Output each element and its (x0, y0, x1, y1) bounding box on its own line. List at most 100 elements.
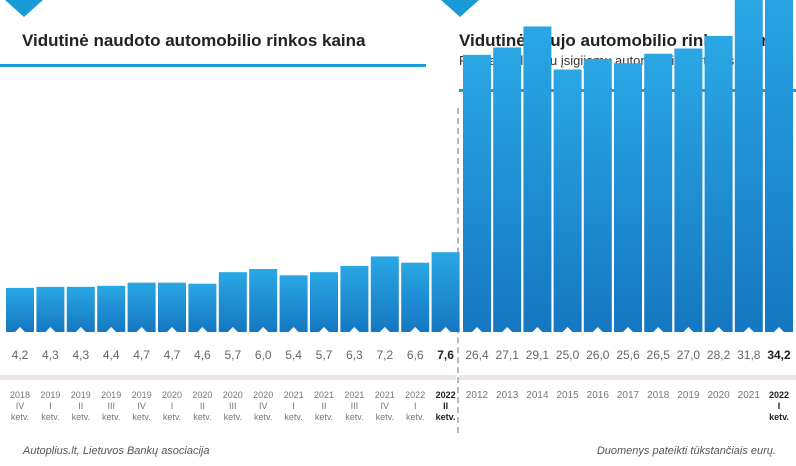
used-car-bar-notch (167, 327, 177, 332)
used-car-category-label: I (414, 401, 417, 411)
new-car-category-label: 2015 (556, 390, 579, 401)
new-car-bar (674, 48, 703, 332)
used-car-category-label: IV (381, 401, 390, 411)
new-car-category-label: I (778, 401, 781, 411)
used-car-value-label: 6,3 (346, 348, 363, 362)
new-car-bar-notch (683, 327, 694, 332)
used-car-category-label: ketv. (41, 412, 59, 422)
used-car-bar (218, 272, 247, 332)
new-car-value-label: 25,0 (556, 348, 580, 362)
new-car-value-label: 34,2 (767, 348, 791, 362)
new-car-category-label: ketv. (769, 412, 789, 422)
used-car-value-label: 4,3 (72, 348, 89, 362)
used-car-category-label: II (200, 401, 205, 411)
used-car-bar-notch (45, 327, 56, 332)
used-car-bar (249, 269, 278, 332)
used-car-category-label: 2019 (132, 390, 152, 400)
used-car-category-label: 2020 (192, 390, 212, 400)
new-car-bar-notch (713, 327, 724, 332)
new-car-bar-notch (502, 327, 513, 332)
used-car-category-label: III (229, 401, 237, 411)
new-car-bar-notch (562, 327, 573, 332)
used-car-category-label: II (321, 401, 326, 411)
used-car-bar (431, 252, 460, 332)
new-car-value-label: 26,0 (586, 348, 610, 362)
used-car-bar (97, 285, 126, 332)
used-car-bar (370, 256, 399, 332)
used-car-category-label: 2019 (71, 390, 91, 400)
used-car-category-label: ketv. (163, 412, 181, 422)
used-car-value-label: 4,3 (42, 348, 59, 362)
new-car-bar (583, 59, 612, 332)
new-car-bar-notch (532, 327, 543, 332)
new-car-bar-notch (653, 327, 664, 332)
used-car-bar-notch (136, 327, 147, 332)
used-car-category-label: I (292, 401, 295, 411)
used-car-bar-notch (288, 327, 299, 332)
used-car-bar (279, 275, 308, 332)
used-car-bar (158, 282, 186, 332)
new-car-bar-notch (623, 327, 633, 332)
new-car-category-label: 2020 (707, 390, 730, 401)
used-car-bar-notch (440, 327, 451, 332)
used-car-category-label: 2018 (10, 390, 30, 400)
new-car-bar-notch (592, 327, 603, 332)
used-car-bar-notch (15, 327, 25, 332)
used-car-category-label: II (78, 401, 83, 411)
used-car-bar-notch (227, 327, 238, 332)
new-car-value-label: 25,6 (616, 348, 640, 362)
new-car-bar-notch (472, 327, 482, 332)
new-car-bar (493, 47, 522, 332)
used-car-category-label: III (351, 401, 359, 411)
source-note: Autoplius.lt, Lietuvos Bankų asociacija (23, 445, 210, 457)
used-car-category-label: 2020 (162, 390, 182, 400)
new-car-value-label: 29,1 (526, 348, 550, 362)
used-car-category-label: 2019 (101, 390, 121, 400)
new-car-value-label: 26,4 (465, 348, 489, 362)
left-chart-title: Vidutinė naudoto automobilio rinkos kain… (22, 31, 366, 50)
used-car-category-label: IV (16, 401, 25, 411)
units-note: Duomenys pateikti tūkstančiais eurų. (596, 445, 776, 457)
used-car-category-label: IV (259, 401, 268, 411)
new-car-value-label: 28,2 (707, 348, 731, 362)
new-car-bar (734, 0, 763, 332)
used-car-category-label: 2020 (223, 390, 243, 400)
new-car-value-label: 27,0 (677, 348, 701, 362)
new-car-bar (644, 53, 673, 332)
new-car-bar (463, 54, 491, 333)
used-car-category-label: III (107, 401, 115, 411)
used-car-bar (401, 262, 430, 332)
used-car-bar-notch (197, 327, 208, 332)
new-car-category-label: 2021 (738, 390, 761, 401)
new-car-value-label: 27,1 (496, 348, 520, 362)
new-car-bar (614, 63, 642, 332)
new-car-category-label: 2016 (587, 390, 610, 401)
new-car-bar-notch (774, 327, 784, 332)
used-car-category-label: ketv. (224, 412, 242, 422)
used-car-value-label: 4,2 (12, 348, 29, 362)
used-car-value-label: 5,7 (316, 348, 333, 362)
used-car-category-label: ketv. (315, 412, 333, 422)
new-car-category-label: 2017 (617, 390, 640, 401)
used-car-value-label: 4,7 (164, 348, 181, 362)
used-car-category-label: ketv. (254, 412, 272, 422)
used-car-bar (66, 286, 95, 332)
new-car-category-label: 2012 (466, 390, 489, 401)
new-car-category-label: 2022 (769, 390, 789, 400)
used-car-value-label: 4,6 (194, 348, 211, 362)
used-car-bar-notch (75, 327, 86, 332)
right-corner-marker (441, 0, 479, 17)
used-car-bar (310, 272, 338, 332)
used-car-value-label: 6,6 (407, 348, 424, 362)
new-car-bar-notch (743, 327, 754, 332)
left-corner-marker (5, 0, 43, 17)
used-car-bar-notch (410, 327, 421, 332)
used-car-value-label: 4,4 (103, 348, 120, 362)
used-car-category-label: ketv. (72, 412, 90, 422)
new-car-bar (523, 26, 552, 332)
used-car-value-label: 5,4 (285, 348, 302, 362)
used-car-category-label: 2021 (344, 390, 364, 400)
used-car-category-label: ketv. (132, 412, 150, 422)
used-car-category-label: 2020 (253, 390, 273, 400)
used-car-category-label: I (49, 401, 52, 411)
